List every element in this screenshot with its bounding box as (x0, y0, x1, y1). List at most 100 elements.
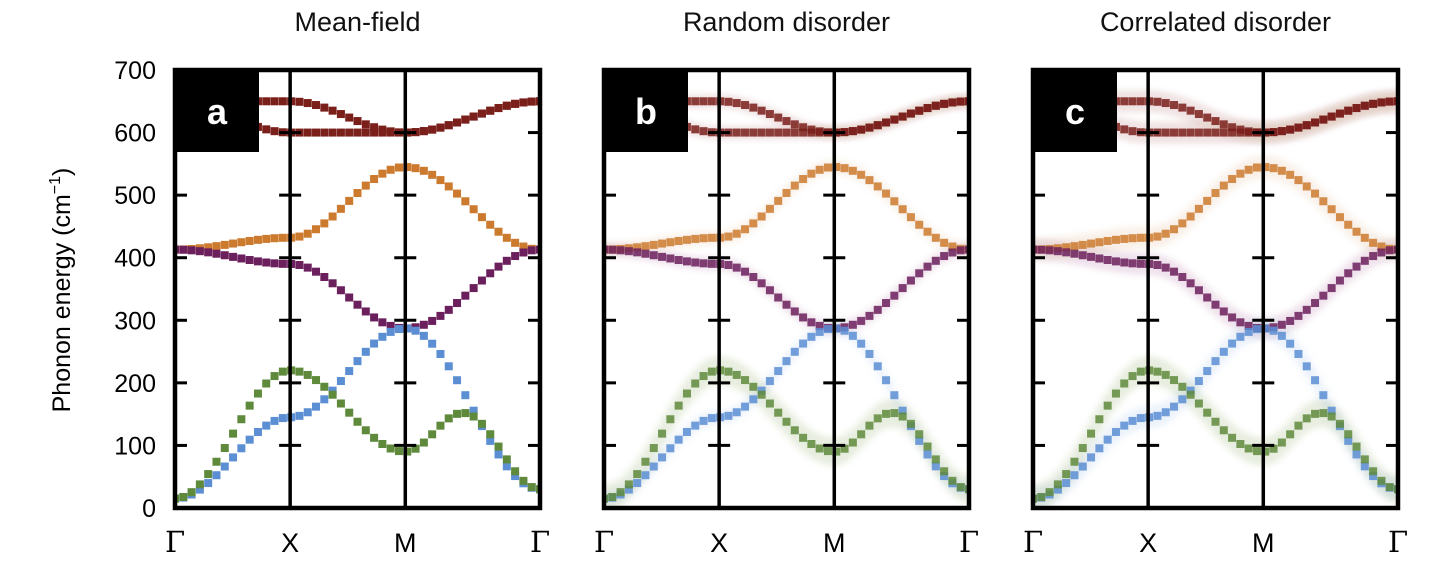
data-point (1228, 175, 1237, 184)
data-point (790, 128, 799, 137)
data-point (1186, 386, 1195, 395)
data-point (674, 401, 683, 410)
data-point (461, 409, 470, 418)
data-point (220, 462, 229, 471)
data-point (1078, 240, 1087, 249)
data-point (1269, 444, 1278, 453)
data-point (948, 242, 957, 251)
data-point (1053, 485, 1062, 494)
data-point (303, 229, 312, 238)
data-point (312, 376, 321, 385)
data-point (1211, 357, 1220, 366)
data-point (378, 128, 387, 137)
data-point (453, 118, 462, 127)
data-point (782, 128, 791, 137)
data-point (691, 421, 700, 430)
data-point (453, 409, 462, 418)
data-point (1377, 476, 1386, 485)
data-point (1194, 399, 1203, 408)
data-point (220, 251, 229, 260)
data-point (353, 189, 362, 198)
x-tick-label: X (1139, 528, 1157, 558)
data-point (799, 339, 808, 348)
data-point (1344, 436, 1353, 445)
data-point (328, 390, 337, 399)
data-point (624, 485, 633, 494)
data-point (1377, 242, 1386, 251)
data-point (179, 492, 188, 501)
data-point (699, 416, 708, 425)
data-point (757, 386, 766, 395)
data-point (303, 370, 312, 379)
data-point (411, 164, 420, 173)
data-point (1070, 457, 1079, 466)
x-tick-label: Γ (594, 525, 614, 559)
data-point (1186, 279, 1195, 288)
data-point (1186, 212, 1195, 221)
data-point (865, 123, 874, 132)
data-point (486, 220, 495, 229)
data-point (1111, 389, 1120, 398)
panel-label-box (1033, 70, 1117, 152)
data-point (278, 97, 287, 106)
data-point (486, 269, 495, 278)
data-point (865, 421, 874, 430)
data-point (1178, 103, 1187, 112)
data-point (1360, 233, 1369, 242)
data-point (890, 197, 899, 206)
data-point (444, 182, 453, 191)
data-point (1286, 430, 1295, 439)
data-point (1103, 256, 1112, 265)
data-point (1203, 293, 1212, 302)
data-point (1211, 300, 1220, 309)
y-tick-label: 700 (114, 57, 156, 85)
data-point (1335, 276, 1344, 285)
data-point (691, 258, 700, 267)
data-point (1087, 453, 1096, 462)
data-point (940, 238, 949, 247)
data-point (765, 377, 774, 386)
data-point (1319, 197, 1328, 206)
series-green (604, 366, 969, 503)
data-point (732, 128, 741, 137)
data-point (658, 429, 667, 438)
data-point (486, 436, 495, 445)
data-point (857, 430, 866, 439)
data-point (303, 263, 312, 272)
data-point (674, 256, 683, 265)
data-point (1153, 367, 1162, 376)
x-tick-label: M (1252, 528, 1275, 558)
data-point (204, 470, 213, 479)
data-point (699, 259, 708, 268)
data-point (353, 357, 362, 366)
data-point (494, 262, 503, 271)
data-point (682, 427, 691, 436)
data-point (1186, 106, 1195, 115)
data-point (1078, 251, 1087, 260)
haze-cell (794, 340, 803, 355)
data-point (187, 488, 196, 497)
data-point (790, 120, 799, 129)
data-point (494, 450, 503, 459)
data-point (312, 128, 321, 137)
data-point (1170, 267, 1179, 276)
data-point (1120, 379, 1129, 388)
data-point (328, 106, 337, 115)
data-point (1194, 128, 1203, 137)
data-point (320, 128, 329, 137)
data-point (948, 248, 957, 257)
data-point (823, 447, 832, 456)
data-point (204, 479, 213, 488)
data-point (890, 115, 899, 124)
data-point (303, 128, 312, 137)
data-point (633, 243, 642, 252)
data-point (378, 318, 387, 327)
data-point (527, 97, 536, 106)
data-point (749, 219, 758, 228)
x-tick-label: M (394, 528, 417, 558)
data-point (295, 232, 304, 241)
haze-cell (1223, 336, 1232, 359)
data-point (873, 362, 882, 371)
data-point (649, 462, 658, 471)
data-point (857, 339, 866, 348)
